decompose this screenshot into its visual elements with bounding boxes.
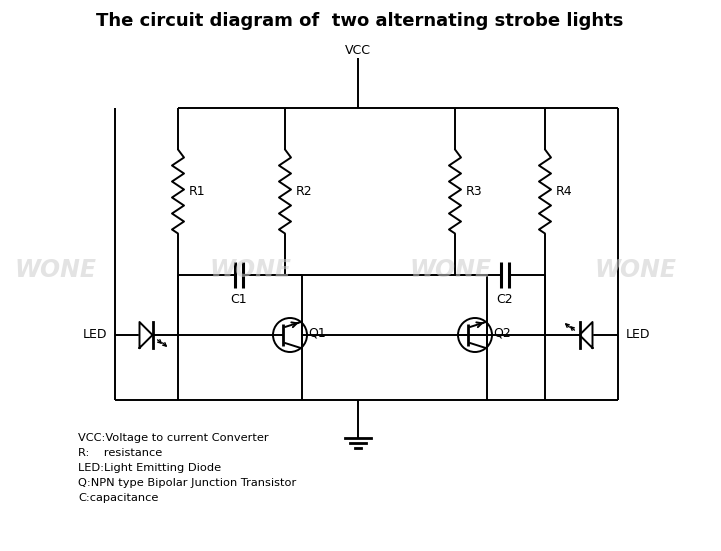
Text: WONE: WONE bbox=[14, 258, 96, 282]
Text: LED: LED bbox=[82, 328, 107, 342]
Text: C:capacitance: C:capacitance bbox=[78, 493, 159, 503]
Polygon shape bbox=[139, 322, 153, 348]
Text: The circuit diagram of  two alternating strobe lights: The circuit diagram of two alternating s… bbox=[97, 12, 624, 30]
Text: R3: R3 bbox=[466, 185, 482, 198]
Text: LED: LED bbox=[626, 328, 650, 342]
Text: VCC:Voltage to current Converter: VCC:Voltage to current Converter bbox=[78, 433, 269, 443]
Text: R4: R4 bbox=[556, 185, 572, 198]
Text: LED:Light Emitting Diode: LED:Light Emitting Diode bbox=[78, 463, 221, 473]
Text: Q1: Q1 bbox=[308, 327, 326, 340]
Text: C2: C2 bbox=[497, 293, 513, 306]
Text: Q:NPN type Bipolar Junction Transistor: Q:NPN type Bipolar Junction Transistor bbox=[78, 478, 296, 488]
Text: Q2: Q2 bbox=[493, 327, 510, 340]
Text: R1: R1 bbox=[189, 185, 205, 198]
Text: VCC: VCC bbox=[345, 44, 371, 57]
Text: R:    resistance: R: resistance bbox=[78, 448, 162, 458]
Text: WONE: WONE bbox=[594, 258, 676, 282]
Polygon shape bbox=[580, 322, 593, 348]
Text: R2: R2 bbox=[296, 185, 313, 198]
Text: C1: C1 bbox=[231, 293, 247, 306]
Text: WONE: WONE bbox=[209, 258, 291, 282]
Text: WONE: WONE bbox=[409, 258, 491, 282]
